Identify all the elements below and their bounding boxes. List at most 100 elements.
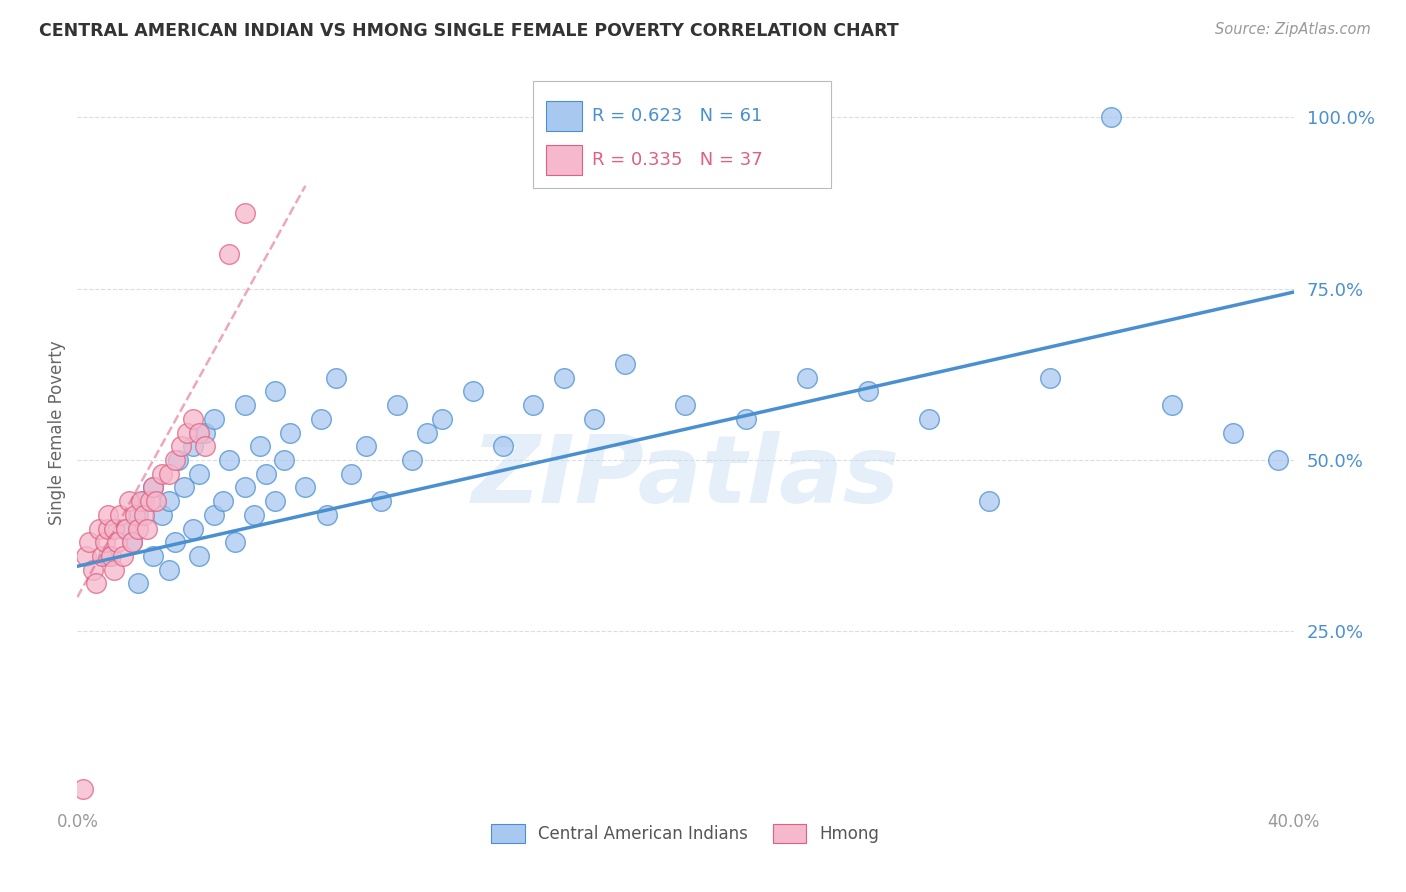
- Point: [181, 439, 204, 453]
- Point: [796, 371, 818, 385]
- Point: [202, 412, 225, 426]
- Point: [340, 467, 363, 481]
- Point: [173, 480, 195, 494]
- Point: [856, 384, 879, 399]
- Point: [218, 453, 240, 467]
- Point: [142, 549, 165, 563]
- Point: [124, 508, 146, 522]
- Point: [430, 412, 453, 426]
- Point: [121, 535, 143, 549]
- Point: [1222, 425, 1244, 440]
- Point: [100, 549, 122, 563]
- Point: [233, 398, 256, 412]
- Point: [157, 467, 180, 481]
- Point: [918, 412, 941, 426]
- Point: [325, 371, 347, 385]
- Point: [354, 439, 377, 453]
- Point: [115, 522, 138, 536]
- Point: [97, 508, 120, 522]
- Point: [1099, 110, 1122, 124]
- Point: [82, 563, 104, 577]
- Point: [166, 453, 188, 467]
- Point: [522, 398, 544, 412]
- Point: [97, 522, 120, 536]
- Point: [129, 494, 152, 508]
- Point: [1161, 398, 1184, 412]
- Point: [103, 522, 125, 536]
- Point: [273, 453, 295, 467]
- Point: [309, 412, 332, 426]
- Text: CENTRAL AMERICAN INDIAN VS HMONG SINGLE FEMALE POVERTY CORRELATION CHART: CENTRAL AMERICAN INDIAN VS HMONG SINGLE …: [39, 22, 898, 40]
- Point: [79, 535, 101, 549]
- Point: [233, 206, 256, 220]
- Point: [224, 535, 246, 549]
- Point: [170, 439, 193, 453]
- Point: [134, 494, 156, 508]
- Point: [188, 425, 211, 440]
- Point: [108, 508, 131, 522]
- Point: [139, 494, 162, 508]
- Point: [242, 508, 264, 522]
- Point: [84, 576, 107, 591]
- Point: [163, 453, 186, 467]
- Point: [188, 467, 211, 481]
- Point: [218, 247, 240, 261]
- Point: [103, 563, 125, 577]
- Point: [181, 412, 204, 426]
- Point: [75, 549, 97, 563]
- Point: [163, 535, 186, 549]
- Point: [583, 412, 606, 426]
- Point: [315, 508, 337, 522]
- Point: [675, 398, 697, 412]
- Text: R = 0.623   N = 61: R = 0.623 N = 61: [592, 107, 762, 125]
- FancyBboxPatch shape: [546, 101, 582, 130]
- Point: [202, 508, 225, 522]
- Point: [90, 549, 112, 563]
- Text: R = 0.335   N = 37: R = 0.335 N = 37: [592, 151, 762, 169]
- Point: [127, 508, 149, 522]
- FancyBboxPatch shape: [546, 145, 582, 175]
- Point: [401, 453, 423, 467]
- Point: [97, 549, 120, 563]
- Point: [370, 494, 392, 508]
- Point: [127, 576, 149, 591]
- Y-axis label: Single Female Poverty: Single Female Poverty: [48, 341, 66, 524]
- Point: [385, 398, 408, 412]
- Point: [157, 494, 180, 508]
- Point: [105, 535, 128, 549]
- Point: [134, 508, 156, 522]
- Point: [613, 357, 636, 371]
- Point: [735, 412, 758, 426]
- Point: [152, 508, 174, 522]
- Point: [492, 439, 515, 453]
- Point: [157, 563, 180, 577]
- Point: [93, 535, 115, 549]
- Point: [1267, 453, 1289, 467]
- Point: [72, 782, 94, 797]
- Point: [176, 425, 198, 440]
- Point: [249, 439, 271, 453]
- Point: [416, 425, 439, 440]
- Point: [136, 522, 159, 536]
- Point: [111, 522, 134, 536]
- Point: [264, 384, 287, 399]
- Point: [212, 494, 235, 508]
- FancyBboxPatch shape: [533, 81, 831, 188]
- Point: [87, 522, 110, 536]
- Point: [233, 480, 256, 494]
- Point: [194, 439, 217, 453]
- Point: [264, 494, 287, 508]
- Point: [278, 425, 301, 440]
- Point: [294, 480, 316, 494]
- Point: [145, 494, 167, 508]
- Point: [194, 425, 217, 440]
- Point: [188, 549, 211, 563]
- Point: [142, 480, 165, 494]
- Text: ZIPatlas: ZIPatlas: [471, 431, 900, 523]
- Point: [111, 549, 134, 563]
- Point: [461, 384, 484, 399]
- Legend: Central American Indians, Hmong: Central American Indians, Hmong: [485, 817, 886, 850]
- Point: [127, 522, 149, 536]
- Point: [979, 494, 1001, 508]
- Point: [142, 480, 165, 494]
